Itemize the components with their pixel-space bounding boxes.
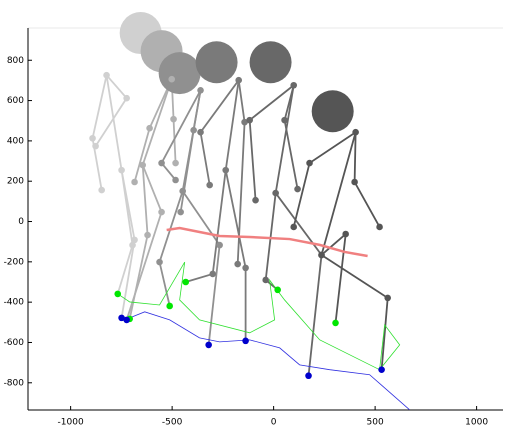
joint: [318, 252, 325, 259]
limb: [226, 80, 239, 170]
joint: [384, 295, 391, 302]
joint: [131, 179, 138, 186]
joint: [305, 372, 312, 379]
y-tick-label: -600: [4, 338, 25, 348]
joint: [352, 129, 359, 136]
joint: [242, 265, 249, 272]
joint: [290, 82, 297, 89]
head: [312, 90, 354, 132]
joint: [92, 143, 99, 150]
limb: [250, 85, 294, 200]
joint: [190, 127, 197, 134]
joint: [89, 135, 96, 142]
joint: [222, 167, 229, 174]
joint: [179, 188, 186, 195]
joint: [376, 224, 383, 231]
limb: [276, 85, 294, 193]
x-tick-label: 1000: [465, 418, 488, 428]
limb: [294, 132, 356, 227]
joint: [144, 232, 151, 239]
joint: [166, 303, 173, 310]
joint: [168, 76, 175, 83]
joint: [216, 242, 223, 249]
joint: [209, 271, 216, 278]
joint: [177, 209, 184, 216]
joint: [262, 277, 269, 284]
head: [250, 41, 292, 83]
joint: [158, 209, 165, 216]
y-tick-label: -200: [4, 257, 25, 267]
joint: [274, 287, 281, 294]
joint: [197, 87, 204, 94]
joint: [351, 179, 358, 186]
joint: [114, 291, 121, 298]
joint: [281, 117, 288, 124]
joint: [170, 116, 177, 123]
joint: [158, 160, 165, 167]
joint: [252, 197, 259, 204]
head: [159, 52, 201, 94]
joint: [131, 237, 138, 244]
joint: [290, 224, 297, 231]
joint: [294, 186, 301, 193]
joint: [246, 117, 253, 124]
joint: [139, 162, 146, 169]
joint: [172, 160, 179, 167]
joint: [332, 320, 339, 327]
joint: [156, 259, 163, 266]
joint: [197, 129, 204, 136]
joint: [103, 72, 110, 79]
joint: [235, 77, 242, 84]
joint: [205, 342, 212, 349]
limb: [355, 132, 380, 227]
limb: [266, 193, 278, 290]
joint: [118, 167, 125, 174]
x-tick-label: 0: [271, 418, 277, 428]
joint: [272, 190, 279, 197]
joint: [172, 177, 179, 184]
y-tick-label: 0: [18, 217, 24, 227]
limb: [162, 90, 201, 180]
limb: [276, 193, 322, 376]
chart: -1000 -500 0 500 1000 -800 -600 -400 -200 0 200 400…: [0, 0, 506, 428]
head: [196, 41, 238, 83]
joint: [206, 182, 213, 189]
y-tick-label: 600: [7, 96, 24, 106]
joint: [98, 187, 105, 194]
limb: [322, 255, 388, 370]
joint: [182, 279, 189, 286]
joint: [306, 160, 313, 167]
joint: [378, 366, 385, 373]
y-tick-label: 200: [7, 177, 24, 187]
joint: [234, 261, 241, 268]
limb: [226, 170, 246, 341]
y-tick-label: 800: [7, 56, 24, 66]
x-tick-label: -1000: [58, 418, 84, 428]
joint: [146, 125, 153, 132]
joint: [123, 95, 130, 102]
x-tick-label: 500: [367, 418, 384, 428]
limb: [160, 191, 183, 306]
joint: [123, 317, 130, 324]
y-tick-label: -400: [4, 298, 25, 308]
limb: [201, 80, 239, 185]
joint: [342, 231, 349, 238]
trajectory: [125, 312, 410, 410]
joint: [242, 338, 249, 345]
y-tick-label: 400: [7, 136, 24, 146]
x-tick-label: -500: [162, 418, 183, 428]
limb: [96, 75, 127, 146]
y-tick-label: -800: [4, 378, 25, 388]
